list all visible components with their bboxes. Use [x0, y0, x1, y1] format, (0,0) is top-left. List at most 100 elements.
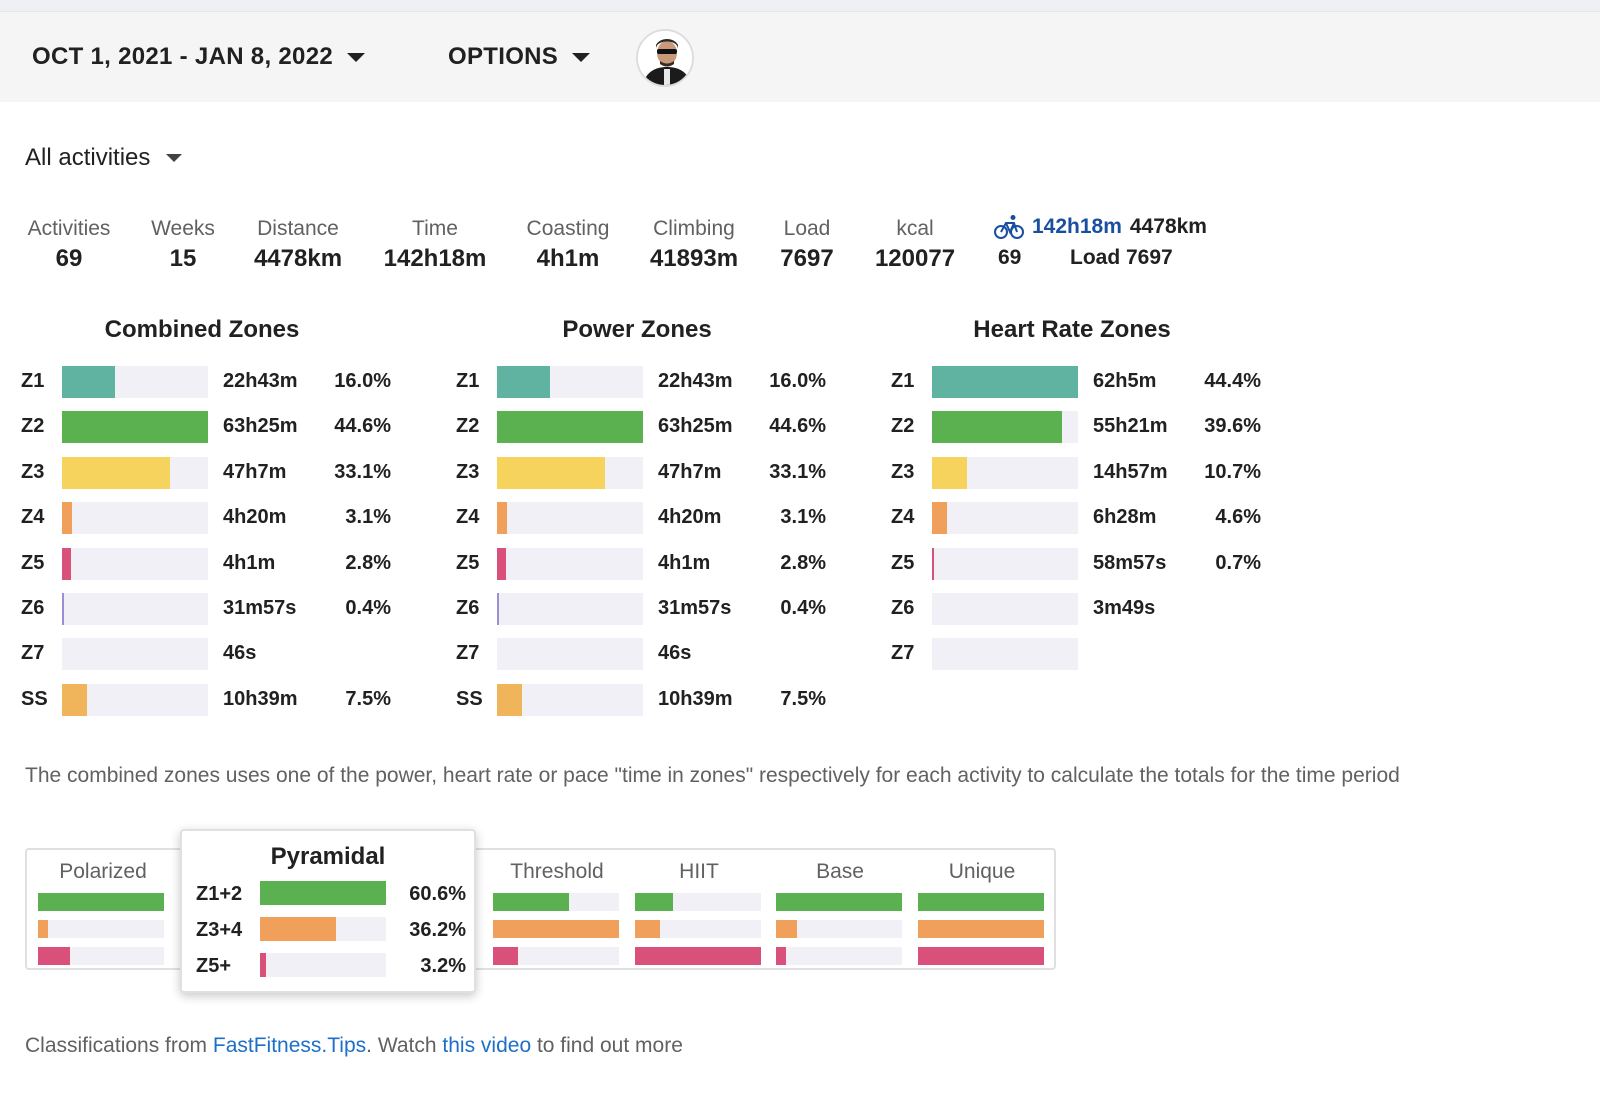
classification-bar-track — [776, 920, 902, 938]
zone-bar-track — [932, 638, 1078, 671]
classification-bar — [918, 893, 1044, 911]
zone-bar-track — [62, 411, 208, 444]
zone-row-z4[interactable]: Z4 4h20m 3.1% — [21, 502, 441, 535]
activity-filter-dropdown[interactable]: All activities — [25, 144, 183, 172]
zone-bar — [932, 502, 947, 535]
zone-bar-track — [497, 547, 643, 580]
zone-time: 47h7m — [223, 460, 287, 483]
stat-load: Load 7697 — [747, 217, 867, 273]
zone-time: 4h20m — [223, 506, 287, 529]
popup-row-label: Z1+2 — [196, 883, 243, 905]
popup-bar — [260, 881, 386, 905]
zone-row-z3[interactable]: Z3 47h7m 33.1% — [456, 456, 876, 489]
zone-label: Z5 — [891, 551, 915, 574]
classification-unique[interactable]: Unique — [27, 850, 1054, 970]
zone-row-z7[interactable]: Z7 46s — [456, 638, 876, 671]
zone-time: 55h21m — [1093, 415, 1168, 438]
zone-row-z2[interactable]: Z2 63h25m 44.6% — [456, 411, 876, 444]
footer-suffix: to find out more — [531, 1034, 683, 1057]
zone-row-z2[interactable]: Z2 55h21m 39.6% — [891, 411, 1311, 444]
zone-row-z4[interactable]: Z4 4h20m 3.1% — [456, 502, 876, 535]
date-range-dropdown[interactable]: OCT 1, 2021 - JAN 8, 2022 — [32, 12, 365, 102]
zone-label: Z6 — [891, 597, 915, 619]
zone-bar-track — [62, 593, 208, 625]
avatar[interactable] — [636, 29, 694, 87]
zone-bar-track — [62, 638, 208, 671]
stat-activities: Activities 69 — [9, 217, 129, 273]
popup-bar-track — [260, 881, 386, 905]
zone-percent: 7.5% — [345, 687, 391, 710]
zone-bar — [932, 366, 1078, 398]
zone-time: 31m57s — [658, 597, 732, 619]
zone-time: 63h25m — [658, 415, 733, 438]
zone-row-z1[interactable]: Z1 22h43m 16.0% — [21, 366, 441, 398]
zone-label: Z3 — [891, 460, 915, 483]
classification-hiit[interactable]: HIIT — [27, 850, 1054, 970]
zone-label: Z6 — [456, 597, 480, 619]
classification-bar — [38, 920, 49, 938]
zone-label: Z3 — [21, 460, 45, 483]
zone-row-z5[interactable]: Z5 58m57s 0.7% — [891, 547, 1311, 580]
stat-label: Distance — [257, 217, 339, 240]
zone-label: Z1 — [891, 370, 915, 392]
chevron-down-icon — [166, 154, 183, 162]
zone-row-z7[interactable]: Z7 — [891, 638, 1311, 671]
zone-label: Z2 — [456, 415, 480, 438]
zone-time: 31m57s — [223, 597, 297, 619]
zone-label: Z3 — [456, 460, 480, 483]
classification-bar — [493, 893, 569, 911]
zone-row-ss[interactable]: SS 10h39m 7.5% — [21, 683, 441, 716]
zone-bar-track — [497, 683, 643, 716]
zone-bar — [497, 456, 606, 489]
zone-label: Z4 — [456, 506, 480, 529]
classification-bar-track — [635, 947, 761, 965]
zone-row-z6[interactable]: Z6 31m57s 0.4% — [21, 593, 441, 625]
zone-label: Z1 — [21, 370, 45, 392]
stat-value: 41893m — [649, 245, 739, 272]
zone-row-z5[interactable]: Z5 4h1m 2.8% — [456, 547, 876, 580]
classification-base[interactable]: Base — [27, 850, 1054, 970]
bike-load: Load 7697 — [1070, 246, 1173, 269]
zone-panel-combined-zones: Combined Zones Z1 22h43m 16.0% Z2 63h25m 44.6%… — [21, 316, 441, 716]
zone-label: SS — [21, 687, 48, 710]
zone-row-z1[interactable]: Z1 22h43m 16.0% — [456, 366, 876, 398]
classification-polarized[interactable]: Polarized — [27, 850, 1054, 970]
zone-label: Z2 — [891, 415, 915, 438]
popup-row-label: Z5+ — [196, 955, 232, 977]
stat-value: 4h1m — [536, 245, 600, 272]
classification-popup-pyramidal[interactable]: Pyramidal Z1+2 60.6% Z3+4 36.2% Z5+ 3.2% — [180, 829, 476, 993]
zone-row-z4[interactable]: Z4 6h28m 4.6% — [891, 502, 1311, 535]
zone-row-z1[interactable]: Z1 62h5m 44.4% — [891, 366, 1311, 398]
zone-row-ss[interactable]: SS 10h39m 7.5% — [456, 683, 876, 716]
zone-row-z3[interactable]: Z3 14h57m 10.7% — [891, 456, 1311, 489]
classification-bar — [635, 893, 673, 911]
zone-bar — [62, 502, 73, 535]
zone-row-z6[interactable]: Z6 31m57s 0.4% — [456, 593, 876, 625]
zone-percent: 4.6% — [1215, 506, 1261, 529]
classification-bar-track — [635, 920, 761, 938]
bike-summary[interactable]: 142h18m 4478km 69 Load 7697 — [994, 214, 1224, 272]
zone-panel-power-zones: Power Zones Z1 22h43m 16.0% Z2 63h25m 44.6% Z3 4… — [456, 316, 876, 716]
fastfitness-link[interactable]: FastFitness.Tips — [212, 1034, 367, 1057]
zone-row-z3[interactable]: Z3 47h7m 33.1% — [21, 456, 441, 489]
zone-percent: 3.1% — [345, 506, 391, 529]
video-link[interactable]: this video — [442, 1034, 532, 1057]
options-dropdown[interactable]: OPTIONS — [448, 12, 591, 102]
top-strip — [0, 0, 1600, 12]
classification-name: Polarized — [59, 860, 147, 883]
activity-filter-label: All activities — [25, 144, 151, 171]
zone-row-z5[interactable]: Z5 4h1m 2.8% — [21, 547, 441, 580]
classification-threshold[interactable]: Threshold — [27, 850, 1054, 970]
zone-row-z2[interactable]: Z2 63h25m 44.6% — [21, 411, 441, 444]
zone-row-z6[interactable]: Z6 3m49s — [891, 593, 1311, 625]
classification-bar-track — [493, 947, 619, 965]
classification-name: HIIT — [679, 860, 719, 883]
stat-label: Climbing — [653, 217, 735, 240]
zone-time: 22h43m — [223, 370, 298, 392]
zone-percent: 33.1% — [769, 460, 826, 483]
classification-bar — [635, 947, 761, 965]
zone-label: Z4 — [891, 506, 915, 529]
zone-time: 4h20m — [658, 506, 722, 529]
zone-time: 46s — [223, 642, 257, 665]
zone-row-z7[interactable]: Z7 46s — [21, 638, 441, 671]
